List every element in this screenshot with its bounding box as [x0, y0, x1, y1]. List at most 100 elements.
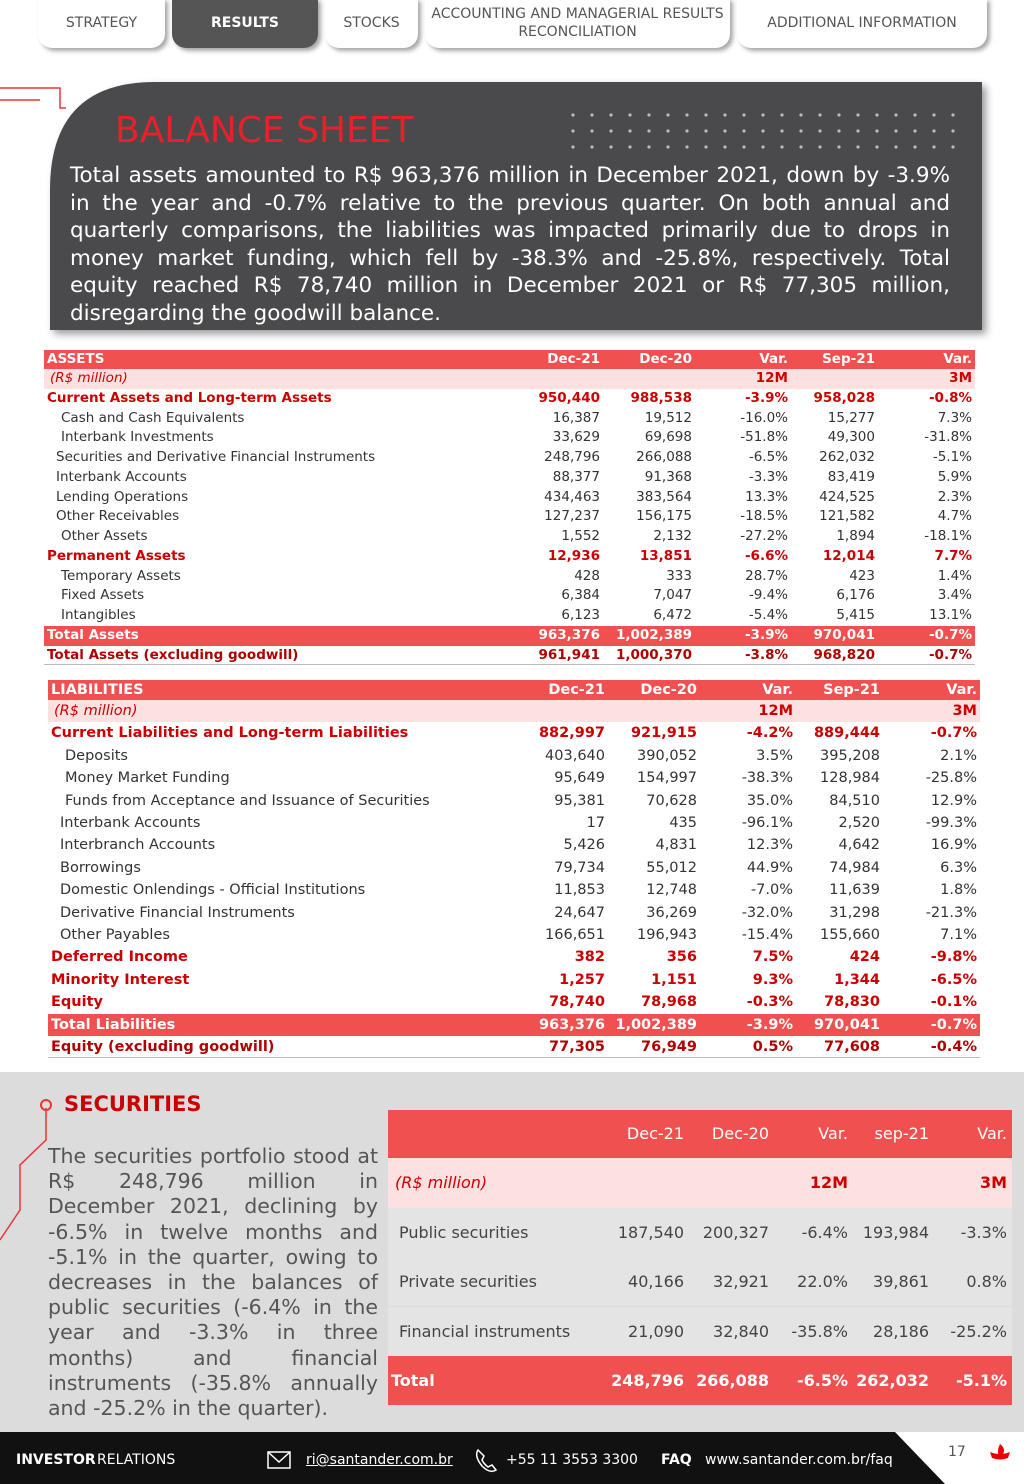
row-rule — [44, 664, 975, 666]
cell: -16.0% — [740, 409, 788, 426]
cell: -7.0% — [750, 882, 793, 899]
page-number: 17 — [948, 1444, 966, 1460]
header-cell: sep-21 — [874, 1124, 929, 1143]
row-label: Borrowings — [60, 859, 141, 876]
cell: -21.3% — [925, 904, 977, 921]
tab: RESULTS — [172, 0, 318, 48]
cell: 154,997 — [637, 770, 697, 787]
cell: 382 — [574, 949, 605, 966]
cell: 6,176 — [836, 587, 875, 604]
header-cell: Dec-20 — [711, 1124, 769, 1143]
cell: 77,608 — [824, 1039, 880, 1055]
section-title: BALANCE SHEET — [115, 110, 414, 151]
cell: 35.0% — [746, 792, 793, 809]
row-label: Interbranch Accounts — [60, 837, 216, 854]
cell: 32,921 — [713, 1272, 769, 1292]
cell: 6,472 — [653, 607, 692, 623]
cell: 435 — [669, 815, 697, 831]
cell: 49,300 — [827, 429, 875, 446]
cell: 333 — [666, 567, 692, 584]
row-label: Current Liabilities and Long-term Liabil… — [51, 725, 409, 742]
row-label: Total Assets (excluding goodwill) — [47, 646, 299, 663]
unit-label: (R$ million) — [54, 703, 138, 719]
decor-line — [0, 87, 66, 109]
cell: 5,426 — [563, 837, 605, 854]
cell: 127,237 — [544, 508, 600, 525]
logo — [990, 1444, 1010, 1460]
cell: -0.8% — [928, 389, 972, 406]
unit-label: (R$ million) — [395, 1173, 488, 1192]
cell: -6.5% — [796, 1370, 848, 1390]
cell: 403,640 — [545, 747, 605, 764]
period-label: 3M — [952, 703, 977, 719]
cell: 266,088 — [696, 1370, 769, 1390]
cell: -25.8% — [925, 770, 977, 787]
cell: 84,510 — [829, 792, 880, 809]
cell: 266,088 — [636, 449, 692, 465]
cell: -96.1% — [741, 815, 793, 831]
header-cell: Dec-20 — [640, 682, 697, 698]
cell: 0.5% — [752, 1039, 793, 1055]
cell: 95,381 — [554, 792, 605, 809]
cell: -99.3% — [925, 815, 977, 831]
row-label: Total Assets — [47, 626, 139, 643]
cell: 9.3% — [752, 971, 793, 988]
cell: 390,052 — [637, 747, 697, 764]
cell: 963,376 — [538, 626, 601, 643]
row-label: Funds from Acceptance and Issuance of Se… — [65, 792, 430, 809]
cell: 6,123 — [561, 607, 600, 623]
cell: 958,028 — [813, 389, 876, 406]
cell: -6.5% — [748, 449, 788, 465]
unit-label: (R$ million) — [50, 370, 128, 386]
cell: 7,047 — [653, 587, 692, 604]
cell: 6,384 — [561, 587, 600, 604]
row-label: Derivative Financial Instruments — [60, 904, 295, 921]
cell: 28.7% — [745, 567, 788, 584]
header-cell: Var. — [818, 1124, 848, 1143]
row-label: Fixed Assets — [61, 587, 145, 604]
cell: -3.3% — [960, 1223, 1007, 1242]
header-cell: Var. — [759, 351, 788, 367]
cell: 5,415 — [836, 607, 875, 623]
period-label: 3M — [979, 1173, 1007, 1192]
cell: 1.8% — [940, 882, 977, 899]
cell: 187,540 — [617, 1223, 684, 1242]
row-label: Total — [391, 1370, 435, 1390]
cell: 0.8% — [966, 1272, 1007, 1292]
cell: 121,582 — [819, 508, 875, 525]
cell: -5.4% — [748, 607, 788, 623]
cell: 91,368 — [644, 468, 692, 485]
cell: 248,796 — [611, 1370, 684, 1390]
cell: -3.3% — [748, 468, 788, 485]
cell: 11,853 — [554, 882, 605, 899]
cell: 5.9% — [937, 468, 972, 485]
cell: 166,651 — [545, 927, 605, 943]
header-label: LIABILITIES — [51, 682, 144, 698]
cell: 33,629 — [552, 429, 600, 446]
cell: 1.4% — [937, 567, 972, 584]
row-label: Interbank Accounts — [60, 815, 201, 831]
row-label: Lending Operations — [56, 488, 189, 505]
cell: -3.9% — [744, 626, 788, 643]
footer-brand: INVESTOR — [16, 1452, 96, 1468]
cell: 6.3% — [940, 859, 977, 876]
row-label: Cash and Cash Equivalents — [61, 409, 245, 426]
cell: -32.0% — [741, 904, 793, 921]
cell: -0.4% — [930, 1039, 977, 1055]
paragraph: Total assets amounted to R$ 963,376 mill… — [70, 163, 950, 326]
cell: 970,041 — [813, 626, 876, 643]
cell: 988,538 — [630, 389, 693, 406]
cell: 12.9% — [930, 792, 977, 809]
cell: 4,642 — [838, 837, 880, 854]
cell: 44.9% — [746, 859, 793, 876]
cell: -6.4% — [801, 1223, 848, 1242]
row-bg — [388, 1306, 1012, 1356]
cell: 434,463 — [544, 488, 600, 505]
cell: 7.5% — [752, 949, 793, 966]
cell: 69,698 — [644, 429, 692, 446]
cell: -4.2% — [746, 725, 793, 742]
cell: 1,002,389 — [615, 1016, 697, 1033]
subheader-bg — [44, 369, 975, 389]
cell: 7.7% — [934, 547, 972, 564]
cell: -6.5% — [930, 971, 977, 988]
